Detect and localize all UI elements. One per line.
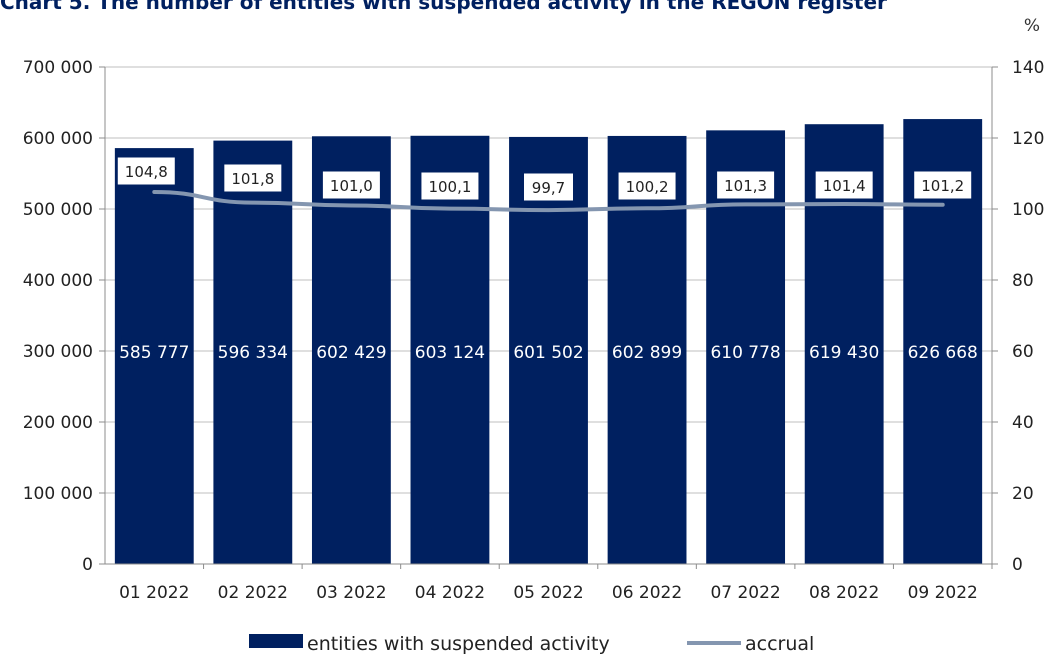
line-value-label: 100,1 (428, 178, 471, 196)
line-label-box (421, 172, 479, 200)
bar-value-label: 601 502 (513, 343, 583, 363)
x-tick-label: 05 2022 (513, 583, 583, 603)
y-left-tick-label: 600 000 (23, 129, 93, 149)
line-label-box (717, 171, 775, 199)
y-left-tick-label: 100 000 (23, 484, 93, 504)
line-label-box (117, 157, 175, 185)
y-right-tick-label: 40 (1012, 413, 1034, 433)
x-tick-label: 02 2022 (218, 583, 288, 603)
bar-value-label: 596 334 (218, 343, 288, 363)
line-value-label: 101,4 (823, 177, 866, 195)
line-label-box (224, 164, 282, 192)
y-right-tick-label: 80 (1012, 271, 1034, 291)
bar-value-label: 626 668 (908, 343, 978, 363)
line-value-label: 101,0 (330, 177, 373, 195)
x-tick-label: 04 2022 (415, 583, 485, 603)
y-right-tick-label: 140 (1012, 58, 1044, 78)
legend-bar-label: entities with suspended activity (307, 633, 610, 655)
line-label-box (524, 173, 573, 201)
bar-value-label: 610 778 (710, 343, 780, 363)
y-left-tick-label: 700 000 (23, 58, 93, 78)
chart-title: Chart 5. The number of entities with sus… (0, 0, 887, 14)
y-left-tick-label: 400 000 (23, 271, 93, 291)
x-tick-label: 06 2022 (612, 583, 682, 603)
bar-value-label: 603 124 (415, 343, 485, 363)
legend: entities with suspended activity accrual (249, 633, 814, 655)
line-series: 104,8 101,8 101,0 100,1 99,7 100,2 101,3 101,4 1… (117, 157, 972, 213)
y-left-tick-label: 500 000 (23, 200, 93, 220)
bar-value-label: 602 429 (316, 343, 386, 363)
y-left-tick-label: 0 (82, 555, 93, 575)
line-value-label: 104,8 (125, 163, 168, 181)
axes: 0 100 000 200 000 300 000 400 000 500 000 600 … (23, 16, 1045, 603)
bar (114, 148, 194, 564)
x-tick-label: 09 2022 (908, 583, 978, 603)
line-value-label: 101,3 (724, 177, 767, 195)
bar-value-label: 602 899 (612, 343, 682, 363)
x-tick-label: 03 2022 (316, 583, 386, 603)
line-value-label: 99,7 (532, 179, 565, 197)
legend-bar-swatch (249, 634, 303, 648)
line-label-box (914, 171, 972, 199)
accrual-line (152, 189, 945, 213)
y-right-tick-label: 120 (1012, 129, 1044, 149)
y-right-tick-label: 100 (1012, 200, 1044, 220)
line-value-label: 101,2 (921, 177, 964, 195)
line-label-box (322, 171, 380, 199)
x-tick-label: 08 2022 (809, 583, 879, 603)
bar-value-label: 619 430 (809, 343, 879, 363)
y-right-unit-label: % (1024, 16, 1040, 36)
bar-value-label: 585 777 (119, 343, 189, 363)
y-right-tick-label: 20 (1012, 484, 1034, 504)
line-value-label: 100,2 (626, 178, 669, 196)
y-left-tick-label: 300 000 (23, 342, 93, 362)
line-label-box (618, 172, 676, 200)
line-value-label: 101,8 (231, 170, 274, 188)
x-tick-label: 01 2022 (119, 583, 189, 603)
legend-line-label: accrual (745, 633, 814, 655)
y-right-tick-label: 0 (1012, 555, 1023, 575)
y-left-tick-label: 200 000 (23, 413, 93, 433)
line-label-box (815, 171, 873, 199)
y-right-tick-label: 60 (1012, 342, 1034, 362)
bar (213, 140, 293, 565)
x-tick-label: 07 2022 (710, 583, 780, 603)
